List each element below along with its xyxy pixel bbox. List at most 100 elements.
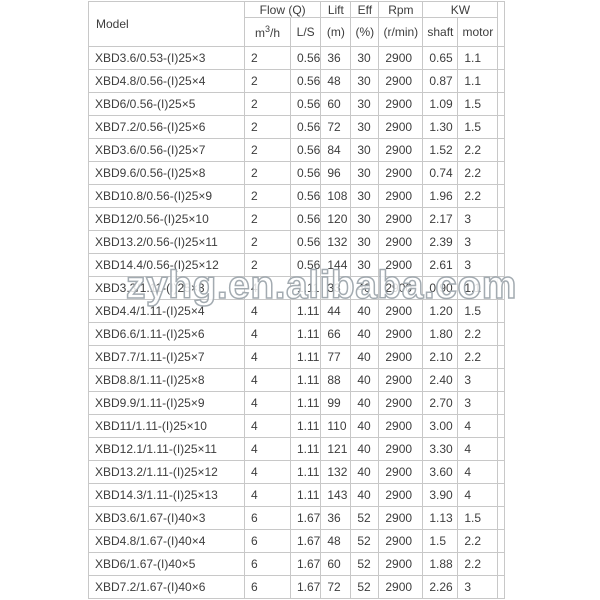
table-edge-sliver <box>497 1 506 47</box>
cell-kw-motor: 3 <box>457 391 499 415</box>
cell-flow-ls: 0.56 <box>289 161 322 185</box>
cell-lift: 77 <box>320 345 352 369</box>
table-edge-sliver <box>497 69 506 93</box>
table-row: XBD3.6/1.67-(I)40×3 6 1.67 36 52 2900 1.13 1.5 <box>88 506 506 530</box>
unit-per-h: /h <box>270 26 281 40</box>
cell-flow-ls: 1.11 <box>289 437 322 461</box>
table-row: XBD4.4/1.11-(I)25×4 4 1.11 44 40 2900 1.20 1.5 <box>88 299 506 323</box>
table-row: XBD6.6/1.11-(I)25×6 4 1.11 66 40 2900 1.80 2.2 <box>88 322 506 346</box>
cell-kw-motor: 4 <box>457 414 499 438</box>
cell-eff: 30 <box>350 46 380 70</box>
column-header-flow-ls: L/S <box>289 17 322 47</box>
cell-model: XBD12/0.56-(I)25×10 <box>88 207 245 231</box>
cell-eff: 30 <box>350 161 380 185</box>
table-row: XBD12/0.56-(I)25×10 2 0.56 120 30 2900 2.17 3 <box>88 207 506 231</box>
table-edge-sliver <box>497 184 506 208</box>
cell-eff: 40 <box>350 437 380 461</box>
cell-model: XBD4.4/1.11-(I)25×4 <box>88 299 245 323</box>
cell-lift: 60 <box>320 552 352 576</box>
table-row: XBD13.2/1.11-(I)25×12 4 1.11 132 40 2900 3.60 4 <box>88 460 506 484</box>
cell-flow-ls: 1.11 <box>289 276 322 300</box>
cell-model: XBD4.8/0.56-(I)25×4 <box>88 69 245 93</box>
table-edge-sliver <box>497 115 506 139</box>
cell-rpm: 2900 <box>378 460 424 484</box>
cell-rpm: 2900 <box>378 529 424 553</box>
cell-rpm: 2900 <box>378 207 424 231</box>
cell-flow-m3h: 4 <box>244 391 291 415</box>
cell-rpm: 2900 <box>378 276 424 300</box>
cell-lift: 110 <box>320 414 352 438</box>
table-edge-sliver <box>497 230 506 254</box>
cell-flow-m3h: 4 <box>244 437 291 461</box>
cell-lift: 99 <box>320 391 352 415</box>
cell-flow-m3h: 6 <box>244 506 291 530</box>
column-header-model: Model <box>88 1 245 47</box>
column-header-rpm-unit: (r/min) <box>378 17 424 47</box>
cell-kw-motor: 4 <box>457 460 499 484</box>
cell-flow-m3h: 6 <box>244 575 291 599</box>
table-edge-sliver <box>497 46 506 70</box>
cell-rpm: 2900 <box>378 391 424 415</box>
cell-rpm: 2900 <box>378 230 424 254</box>
cell-flow-ls: 0.56 <box>289 115 322 139</box>
table-edge-sliver <box>497 529 506 553</box>
cell-flow-ls: 0.56 <box>289 138 322 162</box>
cell-flow-ls: 0.56 <box>289 69 322 93</box>
table-row: XBD14.4/0.56-(I)25×12 2 0.56 144 30 2900 2.61 3 <box>88 253 506 277</box>
table-row: XBD7.2/0.56-(I)25×6 2 0.56 72 30 2900 1.30 1.5 <box>88 115 506 139</box>
cell-model: XBD7.2/0.56-(I)25×6 <box>88 115 245 139</box>
cell-eff: 40 <box>350 391 380 415</box>
cell-rpm: 2900 <box>378 368 424 392</box>
table-edge-sliver <box>497 506 506 530</box>
cell-rpm: 2900 <box>378 138 424 162</box>
cell-model: XBD4.8/1.67-(I)40×4 <box>88 529 245 553</box>
table-header: Model Flow (Q) Lift Eff Rpm KW m3/h L/S … <box>88 1 506 47</box>
cell-model: XBD7.7/1.11-(I)25×7 <box>88 345 245 369</box>
cell-rpm: 2900 <box>378 552 424 576</box>
cell-rpm: 2900 <box>378 253 424 277</box>
table-row: XBD9.9/1.11-(I)25×9 4 1.11 99 40 2900 2.70 3 <box>88 391 506 415</box>
cell-lift: 72 <box>320 575 352 599</box>
cell-flow-ls: 1.11 <box>289 414 322 438</box>
cell-kw-shaft: 0.65 <box>422 46 459 70</box>
table-edge-sliver <box>497 345 506 369</box>
cell-kw-shaft: 1.80 <box>422 322 459 346</box>
table-edge-sliver <box>497 161 506 185</box>
cell-lift: 48 <box>320 529 352 553</box>
cell-kw-shaft: 2.39 <box>422 230 459 254</box>
cell-kw-shaft: 2.10 <box>422 345 459 369</box>
cell-flow-ls: 1.11 <box>289 322 322 346</box>
table-row: XBD6/1.67-(I)40×5 6 1.67 60 52 2900 1.88 2.2 <box>88 552 506 576</box>
cell-flow-m3h: 4 <box>244 368 291 392</box>
cell-kw-motor: 4 <box>457 483 499 507</box>
table-edge-sliver <box>497 322 506 346</box>
table-row: XBD6/0.56-(I)25×5 2 0.56 60 30 2900 1.09 1.5 <box>88 92 506 116</box>
table-edge-sliver <box>497 483 506 507</box>
table-edge-sliver <box>497 575 506 599</box>
cell-kw-motor: 1.1 <box>457 46 499 70</box>
cell-flow-m3h: 4 <box>244 483 291 507</box>
cell-eff: 30 <box>350 184 380 208</box>
cell-lift: 36 <box>320 46 352 70</box>
cell-flow-ls: 0.56 <box>289 207 322 231</box>
cell-model: XBD3.6/1.67-(I)40×3 <box>88 506 245 530</box>
table-edge-sliver <box>497 552 506 576</box>
cell-lift: 33 <box>320 276 352 300</box>
cell-flow-ls: 1.11 <box>289 391 322 415</box>
cell-eff: 30 <box>350 115 380 139</box>
cell-rpm: 2900 <box>378 46 424 70</box>
cell-kw-motor: 1.5 <box>457 115 499 139</box>
cell-model: XBD3.3/1.11-(I)25×3 <box>88 276 245 300</box>
cell-lift: 132 <box>320 230 352 254</box>
cell-kw-motor: 2.2 <box>457 184 499 208</box>
cell-eff: 40 <box>350 368 380 392</box>
column-header-eff: Eff <box>350 1 380 18</box>
cell-rpm: 2900 <box>378 92 424 116</box>
cell-kw-motor: 3 <box>457 253 499 277</box>
cell-lift: 60 <box>320 92 352 116</box>
table-row: XBD13.2/0.56-(I)25×11 2 0.56 132 30 2900 2.39 3 <box>88 230 506 254</box>
cell-kw-motor: 2.2 <box>457 529 499 553</box>
cell-kw-motor: 2.2 <box>457 322 499 346</box>
cell-eff: 40 <box>350 460 380 484</box>
cell-flow-m3h: 4 <box>244 414 291 438</box>
